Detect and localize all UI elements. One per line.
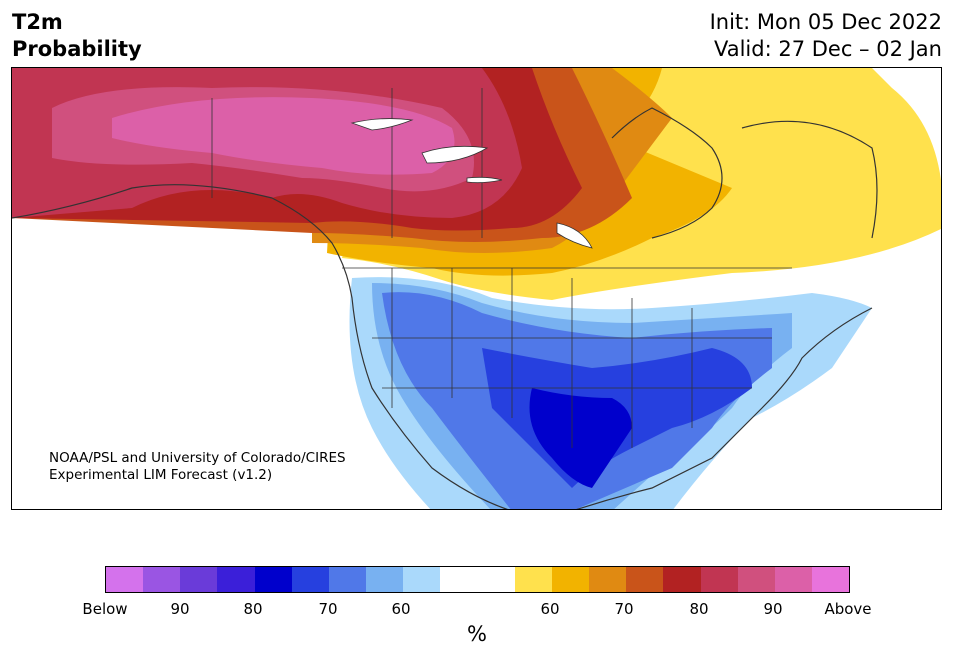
colorbar-unit: % (467, 622, 487, 646)
credit-line-1: NOAA/PSL and University of Colorado/CIRE… (49, 450, 346, 466)
colorbar-segment (291, 567, 329, 592)
band-above-90 (112, 97, 455, 175)
colorbar-tick-label: 90 (170, 600, 190, 618)
valid-range: Valid: 27 Dec – 02 Jan (713, 37, 942, 61)
colorbar-segment (514, 567, 552, 592)
colorbar-segment (477, 567, 515, 592)
north-america-map (12, 68, 941, 509)
state-borders (211, 88, 792, 448)
colorbar-segment (403, 567, 441, 592)
probability-colorbar (105, 566, 850, 593)
colorbar-segment (626, 567, 664, 592)
colorbar-tick-label: 90 (763, 600, 783, 618)
colorbar-segment (254, 567, 292, 592)
credit-line-2: Experimental LIM Forecast (v1.2) (49, 467, 273, 483)
forecast-dates: Init: Mon 05 Dec 2022 Valid: 27 Dec – 02… (710, 9, 942, 63)
map-title: T2m Probability (12, 9, 142, 63)
init-date: Init: Mon 05 Dec 2022 (709, 10, 942, 34)
title-line-1: T2m (12, 10, 63, 34)
coastlines (12, 107, 878, 509)
credit-text: NOAA/PSL and University of Colorado/CIRE… (49, 450, 346, 484)
colorbar-tick-label: 60 (540, 600, 560, 618)
colorbar-tick-label: Above (824, 600, 872, 618)
colorbar-tick-label: 80 (689, 600, 709, 618)
colorbar-tick-label: 70 (318, 600, 338, 618)
lakes (350, 118, 593, 249)
colorbar-segment (589, 567, 627, 592)
colorbar-segment (106, 567, 144, 592)
colorbar-segment (180, 567, 218, 592)
colorbar-segment (328, 567, 367, 592)
colorbar-tick-label: 80 (243, 600, 263, 618)
colorbar-tick-label: Below (82, 600, 128, 618)
colorbar-segment (774, 567, 812, 592)
colorbar-segment (217, 567, 255, 592)
colorbar-segment (737, 567, 775, 592)
colorbar-segment (663, 567, 701, 592)
colorbar-segment (811, 567, 850, 592)
colorbar-segment (440, 567, 478, 592)
probability-map (11, 67, 942, 510)
colorbar-segment (143, 567, 181, 592)
colorbar-tick-label: 60 (391, 600, 411, 618)
colorbar-segment (366, 567, 404, 592)
title-line-2: Probability (12, 37, 142, 61)
band-below-75 (529, 388, 632, 488)
colorbar-segment (700, 567, 738, 592)
colorbar-segment (551, 567, 590, 592)
colorbar-tick-label: 70 (614, 600, 634, 618)
